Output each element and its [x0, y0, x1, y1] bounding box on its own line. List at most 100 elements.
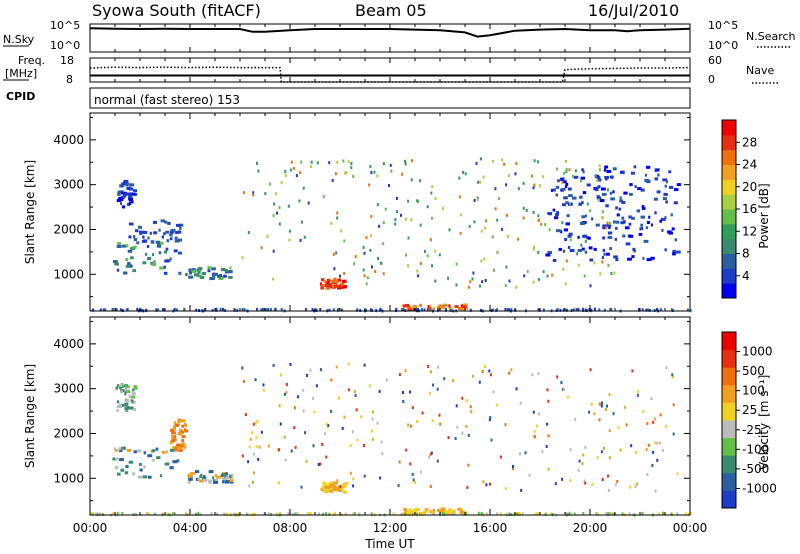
power-cell — [572, 196, 577, 200]
power-cell — [126, 203, 130, 207]
power-cell — [125, 258, 129, 261]
power-ylabel: Slant Range [km] — [23, 160, 37, 264]
power-cell — [459, 231, 462, 235]
velocity-cell — [224, 480, 229, 484]
velocity-cell — [508, 371, 511, 375]
power-cell — [602, 236, 606, 240]
velocity-cell — [325, 489, 330, 493]
velocity-cell — [452, 509, 456, 513]
power-cell — [476, 198, 479, 202]
power-cell — [334, 172, 337, 176]
power-cell — [653, 197, 658, 201]
noise-right-label: N.Search — [746, 30, 796, 43]
power-cell — [665, 200, 668, 204]
power-cell — [204, 307, 207, 311]
power-cell — [278, 222, 281, 226]
power-cell — [195, 308, 198, 312]
power-cell — [577, 249, 583, 252]
power-cell — [287, 204, 290, 208]
power-cell — [315, 308, 318, 312]
velocity-cell — [412, 478, 415, 482]
power-cell — [330, 221, 333, 225]
velocity-cell — [516, 512, 519, 516]
power-cell — [594, 307, 596, 311]
power-cell — [331, 285, 334, 288]
power-cell — [284, 170, 287, 173]
power-cell — [580, 222, 585, 225]
velocity-cell — [165, 450, 169, 454]
power-cell — [628, 215, 632, 219]
velocity-cell — [336, 479, 339, 483]
power-cell — [454, 305, 459, 309]
power-cell — [572, 308, 575, 312]
velocity-cell — [431, 419, 434, 423]
velocity-cell — [381, 452, 384, 456]
power-cell — [166, 239, 170, 243]
power-cell — [147, 257, 152, 260]
velocity-cell — [565, 512, 568, 515]
velocity-cell — [656, 458, 659, 462]
velocity-cell — [188, 477, 193, 481]
velocity-cell — [320, 488, 324, 491]
velocity-cell — [492, 390, 495, 394]
power-cell — [264, 192, 267, 196]
velocity-cell — [547, 467, 550, 471]
velocity-cell — [233, 512, 236, 516]
power-cell — [131, 192, 136, 196]
power-cell — [419, 179, 422, 183]
velocity-cell — [454, 512, 457, 516]
velocity-cell — [437, 365, 440, 369]
power-cell — [410, 159, 413, 163]
power-cell — [161, 235, 164, 239]
power-cell — [614, 237, 617, 241]
velocity-cell — [520, 488, 523, 492]
power-cell — [440, 306, 445, 309]
velocity-cell — [428, 455, 431, 459]
velocity-cell — [128, 395, 132, 399]
power-cell — [603, 168, 607, 172]
power-cell — [585, 214, 588, 218]
velocity-cell — [584, 445, 587, 449]
velocity-cell — [120, 390, 123, 394]
velocity-cell — [267, 511, 270, 515]
power-cell — [102, 308, 105, 312]
velocity-cell — [621, 512, 624, 516]
power-cell — [537, 214, 540, 218]
power-cell — [128, 193, 133, 197]
power-cell — [479, 284, 481, 288]
power-cell — [577, 235, 580, 239]
power-cell — [537, 251, 540, 255]
power-cell — [654, 177, 659, 181]
power-cell — [175, 223, 181, 227]
velocity-cell — [181, 442, 186, 446]
velocity-cell — [537, 511, 540, 515]
power-cell — [662, 197, 667, 201]
velocity-cell — [415, 508, 421, 511]
power-cell — [410, 218, 413, 222]
power-cell — [146, 244, 150, 248]
velocity-cell — [411, 406, 414, 410]
velocity-cell — [581, 462, 584, 465]
velocity-cell — [319, 368, 322, 372]
power-cell — [479, 157, 482, 161]
power-cell — [174, 239, 180, 243]
power-colorbar-swatch — [722, 253, 736, 269]
power-cell — [505, 265, 508, 269]
noise-panel: N.Sky 10^5 10^0 10^5 10^0 N.Search — [3, 19, 796, 53]
power-cell — [590, 308, 593, 312]
power-cell — [132, 245, 137, 249]
power-cell — [484, 226, 486, 230]
velocity-cell — [455, 404, 458, 408]
power-cell — [432, 307, 435, 311]
velocity-cell — [569, 512, 572, 516]
power-cell — [207, 269, 211, 273]
power-cell — [404, 162, 407, 166]
velocity-cell — [398, 460, 401, 464]
power-cell — [144, 252, 148, 256]
velocity-cell — [371, 437, 374, 441]
power-cell — [633, 249, 636, 253]
velocity-cell — [489, 482, 491, 486]
power-cell — [670, 213, 673, 217]
velocity-cell — [546, 388, 549, 392]
velocity-cell — [600, 450, 603, 454]
